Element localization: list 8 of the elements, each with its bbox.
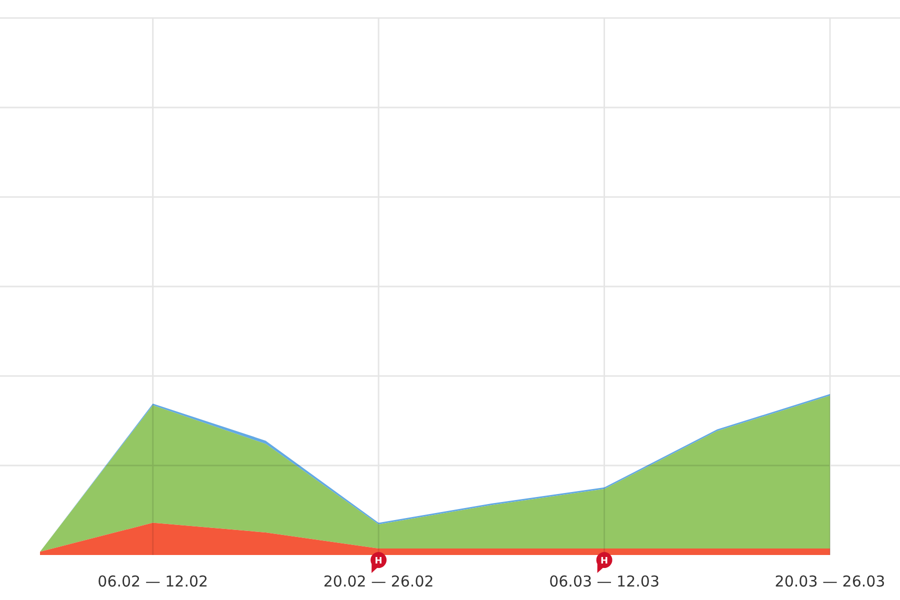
x-tick-label: 06.02 — 12.02 xyxy=(98,572,208,591)
speech-bubble-icon: H xyxy=(370,552,387,573)
annotation: H xyxy=(600,556,608,566)
x-tick-label: 06.03 — 12.03 xyxy=(549,572,660,591)
annotation: H xyxy=(374,556,382,566)
speech-bubble-icon: H xyxy=(596,552,612,573)
x-tick-label: 20.02 — 26.02 xyxy=(323,572,434,591)
x-tick-label: 20.03 — 26.03 xyxy=(774,572,886,591)
